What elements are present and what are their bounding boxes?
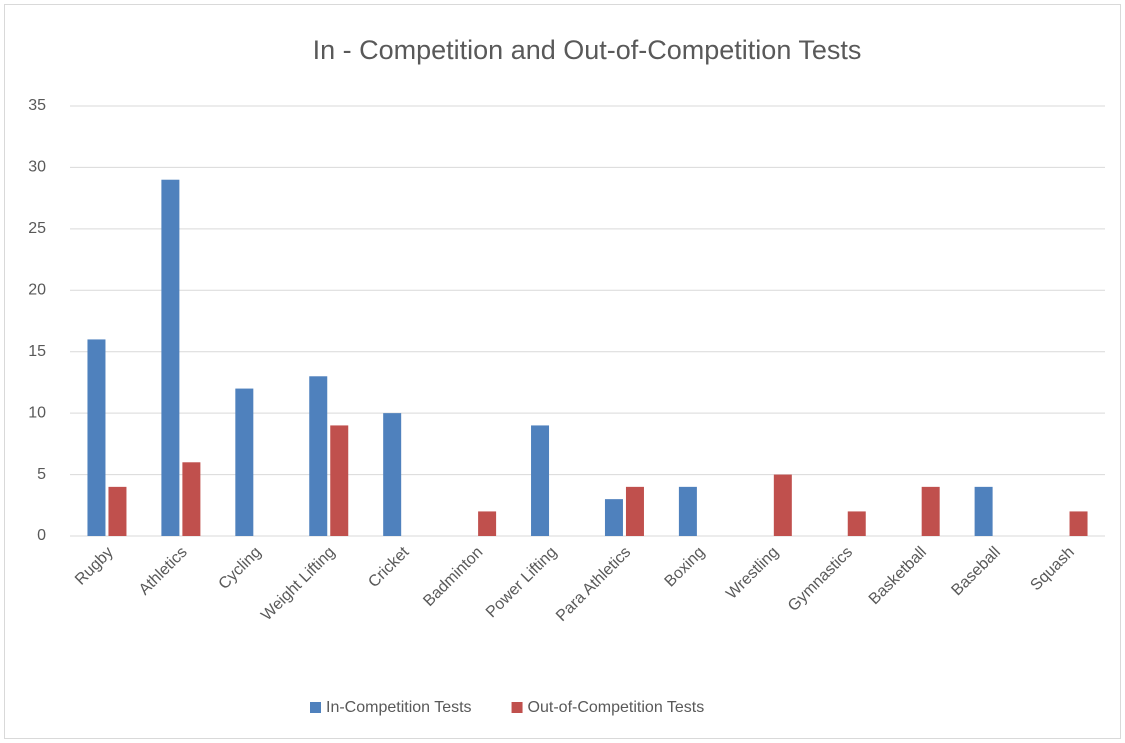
bar: [1069, 511, 1088, 536]
bar: [974, 486, 993, 536]
y-tick-label: 0: [37, 527, 46, 544]
y-tick-label: 25: [28, 220, 46, 237]
y-tick-label: 30: [28, 159, 46, 176]
bar: [108, 486, 127, 536]
bar: [678, 486, 697, 536]
bar: [383, 413, 402, 536]
bar: [625, 486, 644, 536]
bar: [604, 499, 623, 536]
bar: [531, 425, 550, 536]
bar: [87, 339, 106, 536]
y-tick-label: 5: [37, 466, 46, 483]
bar: [161, 179, 180, 536]
chart-title: In - Competition and Out-of-Competition …: [313, 35, 862, 65]
bar: [330, 425, 349, 536]
y-tick-label: 15: [28, 343, 46, 360]
y-tick-label: 10: [28, 404, 46, 421]
bar: [847, 511, 866, 536]
bar: [478, 511, 497, 536]
bar: [182, 462, 201, 536]
legend-label: In-Competition Tests: [326, 699, 472, 716]
y-tick-label: 20: [28, 282, 46, 299]
bar: [773, 474, 792, 536]
y-tick-label: 35: [28, 97, 46, 114]
bar: [235, 388, 254, 536]
bar: [309, 376, 328, 536]
legend-label: Out-of-Competition Tests: [528, 699, 705, 716]
legend-swatch: [310, 702, 321, 713]
chart-border: [4, 4, 1121, 739]
legend-swatch: [511, 702, 523, 713]
bar: [921, 486, 940, 536]
